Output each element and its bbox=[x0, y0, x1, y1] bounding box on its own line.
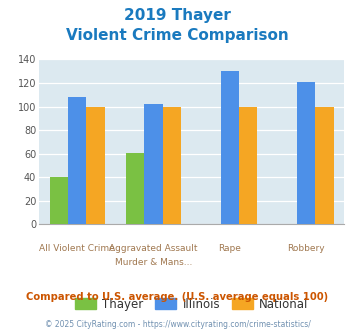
Bar bbox=[144, 104, 163, 224]
Text: All Violent Crime: All Violent Crime bbox=[39, 244, 115, 253]
Bar bbox=[239, 107, 257, 224]
Bar bbox=[297, 82, 315, 224]
Text: Compared to U.S. average. (U.S. average equals 100): Compared to U.S. average. (U.S. average … bbox=[26, 292, 329, 302]
Bar bbox=[50, 177, 68, 224]
Bar bbox=[126, 152, 144, 224]
Legend: Thayer, Illinois, National: Thayer, Illinois, National bbox=[70, 293, 313, 315]
Bar bbox=[221, 71, 239, 224]
Text: © 2025 CityRating.com - https://www.cityrating.com/crime-statistics/: © 2025 CityRating.com - https://www.city… bbox=[45, 320, 310, 329]
Text: Murder & Mans...: Murder & Mans... bbox=[115, 258, 192, 267]
Bar bbox=[163, 107, 181, 224]
Bar bbox=[315, 107, 334, 224]
Text: 2019 Thayer: 2019 Thayer bbox=[124, 8, 231, 23]
Text: Aggravated Assault: Aggravated Assault bbox=[109, 244, 198, 253]
Bar bbox=[68, 97, 86, 224]
Text: Violent Crime Comparison: Violent Crime Comparison bbox=[66, 28, 289, 43]
Text: Robbery: Robbery bbox=[288, 244, 325, 253]
Text: Rape: Rape bbox=[218, 244, 241, 253]
Bar bbox=[86, 107, 105, 224]
